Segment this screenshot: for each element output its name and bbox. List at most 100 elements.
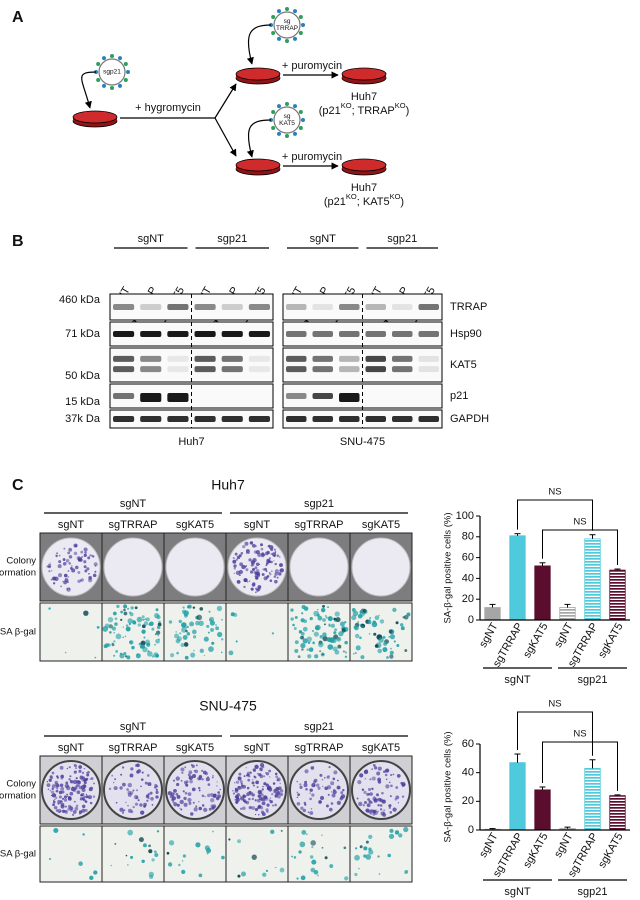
- stained-cell: [251, 854, 257, 860]
- plasmid-dot: [285, 102, 289, 106]
- colony: [261, 554, 264, 556]
- colony: [56, 775, 59, 778]
- colony: [179, 807, 181, 810]
- colony: [88, 572, 90, 575]
- colony: [77, 579, 81, 583]
- colony: [188, 801, 192, 805]
- colony: [303, 801, 307, 805]
- stained-cell: [157, 622, 162, 627]
- colony: [252, 567, 256, 571]
- colony: [330, 781, 335, 786]
- colony: [378, 798, 382, 801]
- colony: [358, 801, 363, 807]
- colony: [389, 811, 393, 814]
- colony: [84, 569, 88, 573]
- column-label: sgTRRAP: [295, 742, 344, 754]
- stained-cell: [387, 853, 392, 858]
- colony-image: [225, 532, 289, 602]
- colony: [48, 570, 51, 573]
- genotype-part: KO: [390, 192, 401, 201]
- colony: [262, 568, 265, 571]
- colony: [382, 812, 387, 817]
- colony: [269, 797, 272, 799]
- sa-gal-image: [225, 825, 289, 883]
- step-label: + puromycin: [282, 60, 342, 72]
- stained-cell: [326, 637, 332, 643]
- stained-cell: [96, 625, 100, 629]
- colony: [201, 804, 205, 807]
- band: [312, 331, 333, 337]
- colony: [211, 795, 213, 797]
- colony: [68, 555, 73, 559]
- marker-label: 37k Da: [65, 413, 101, 425]
- colony: [361, 788, 365, 791]
- colony: [279, 569, 282, 572]
- colony: [207, 776, 210, 779]
- colony: [181, 771, 184, 774]
- stained-cell: [331, 638, 337, 644]
- cell-line: Huh7: [178, 436, 204, 448]
- x-tick-label: sgNT: [477, 831, 501, 860]
- stained-cell: [342, 631, 345, 634]
- colony: [46, 565, 49, 568]
- stained-cell: [327, 644, 334, 650]
- colony: [307, 811, 310, 813]
- well: [227, 760, 287, 820]
- colony: [396, 774, 401, 778]
- plasmid-label: sg: [284, 18, 291, 25]
- band: [248, 416, 270, 422]
- colony: [255, 562, 260, 567]
- colony: [244, 578, 248, 582]
- colony: [201, 794, 205, 798]
- colony: [265, 570, 268, 573]
- colony: [299, 783, 302, 786]
- colony: [56, 552, 59, 555]
- well: [165, 537, 225, 597]
- image-bg: [225, 825, 289, 883]
- stained-cell: [215, 624, 217, 626]
- colony: [239, 795, 241, 797]
- colony: [188, 775, 194, 780]
- stained-cell: [212, 830, 214, 833]
- stained-cell: [330, 623, 335, 628]
- colony: [58, 795, 62, 799]
- colony: [197, 786, 201, 790]
- plasmid-dot: [102, 83, 106, 88]
- colony: [85, 795, 89, 799]
- colony: [279, 789, 284, 793]
- colony: [276, 576, 279, 579]
- stained-cell: [174, 633, 179, 639]
- colony: [47, 788, 50, 790]
- stained-cell: [309, 855, 314, 859]
- colony: [310, 766, 315, 770]
- colony: [377, 766, 382, 771]
- colony: [322, 785, 324, 788]
- colony: [274, 551, 277, 553]
- x-tick-label: sgKAT5: [596, 621, 626, 660]
- stained-cell: [125, 626, 131, 632]
- colony: [238, 772, 242, 776]
- image-bg: [39, 602, 103, 662]
- stained-cell: [388, 629, 393, 634]
- plasmid: [98, 58, 126, 86]
- colony: [74, 800, 76, 803]
- stained-cell: [317, 608, 319, 611]
- colony: [260, 543, 264, 547]
- stained-cell: [311, 846, 314, 849]
- protein-label: Hsp90: [450, 328, 482, 340]
- colony: [251, 563, 255, 567]
- colony: [389, 795, 392, 798]
- sa-gal-image: [287, 602, 351, 662]
- colony: [309, 788, 313, 792]
- colony: [67, 576, 70, 578]
- colony: [50, 578, 53, 581]
- colony: [176, 782, 180, 787]
- column-label: sgTRRAP: [295, 519, 344, 531]
- stained-cell: [307, 654, 312, 659]
- colony: [248, 775, 251, 778]
- band: [339, 416, 360, 422]
- stained-cell: [148, 844, 151, 848]
- genotype-part: KO: [346, 192, 357, 201]
- colony: [260, 769, 263, 772]
- colony: [201, 769, 204, 772]
